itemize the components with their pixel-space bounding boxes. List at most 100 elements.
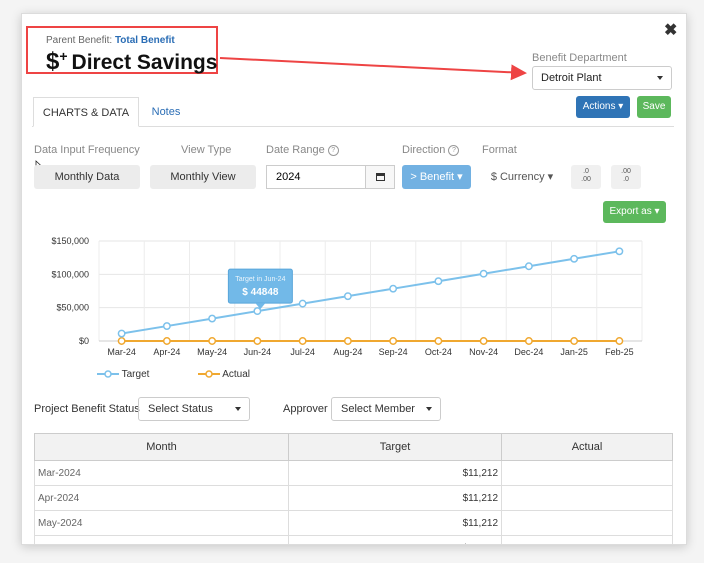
x-tick-label: Oct-24 bbox=[425, 347, 452, 357]
cell-actual[interactable] bbox=[501, 485, 673, 511]
project-status-label: Project Benefit Status bbox=[34, 403, 140, 415]
data-point-target bbox=[162, 322, 171, 331]
save-button[interactable]: Save bbox=[637, 96, 671, 118]
cell-target[interactable]: $11,212 bbox=[288, 485, 502, 511]
tab-charts-data[interactable]: CHARTS & DATA bbox=[33, 97, 139, 127]
project-status-select[interactable]: Select Status bbox=[138, 397, 250, 421]
data-point-actual bbox=[434, 337, 443, 345]
data-point-actual bbox=[298, 337, 307, 345]
line-chart: $0 $50,000 $100,000 $150,000 Mar-24 Apr-24 May… bbox=[51, 236, 643, 357]
data-input-frequency-button[interactable]: Monthly Data bbox=[34, 165, 140, 189]
cell-actual[interactable] bbox=[501, 535, 673, 544]
chevron-down-icon bbox=[235, 407, 241, 411]
chart-tooltip bbox=[227, 268, 293, 304]
chart-tooltip-value: $ 44848 bbox=[242, 287, 279, 298]
column-header-actual[interactable]: Actual bbox=[501, 433, 673, 461]
tabs-divider bbox=[32, 126, 674, 127]
increase-decimal-button[interactable]: .0 .00 bbox=[571, 165, 601, 189]
data-point-target bbox=[524, 262, 533, 271]
plus-icon: + bbox=[59, 48, 68, 64]
export-button[interactable]: Export as ▾ bbox=[603, 201, 666, 223]
view-type-label: View Type bbox=[181, 144, 232, 156]
parent-benefit-link[interactable]: Total Benefit bbox=[114, 35, 175, 46]
cell-month: Jun-2024 bbox=[34, 535, 289, 544]
legend-target[interactable]: Target bbox=[97, 369, 149, 380]
cell-target[interactable]: $11,212 bbox=[288, 460, 502, 486]
table-row: Mar-2024 $11,212 bbox=[34, 460, 673, 486]
y-tick-label: $0 bbox=[79, 336, 89, 346]
cell-month: Apr-2024 bbox=[34, 485, 289, 511]
tab-notes[interactable]: Notes bbox=[151, 106, 181, 118]
help-icon[interactable]: ? bbox=[448, 145, 460, 156]
cell-target[interactable]: $11,212 bbox=[288, 535, 502, 544]
data-point-target bbox=[117, 329, 126, 338]
department-value: Detroit Plant bbox=[541, 72, 602, 84]
page-title-text: Direct Savings bbox=[71, 51, 218, 74]
data-point-target bbox=[570, 254, 579, 263]
data-point-actual bbox=[479, 337, 488, 345]
department-select[interactable]: Detroit Plant bbox=[532, 66, 672, 90]
data-point-target bbox=[389, 284, 398, 293]
highlight-box bbox=[26, 26, 218, 74]
decrease-decimal-button[interactable]: .00 .0 bbox=[611, 165, 641, 189]
x-tick-label: Sep-24 bbox=[379, 347, 408, 357]
data-point-actual bbox=[615, 337, 624, 345]
data-point-actual bbox=[117, 337, 126, 345]
x-tick-label: Jun-24 bbox=[244, 347, 272, 357]
calendar-button[interactable] bbox=[365, 165, 395, 189]
data-point-actual bbox=[389, 337, 398, 345]
x-tick-label: Mar-24 bbox=[107, 347, 136, 357]
data-point-actual bbox=[253, 337, 262, 345]
date-range-input[interactable]: 2024 bbox=[266, 165, 366, 189]
arrow-annotation bbox=[219, 57, 527, 81]
approver-select[interactable]: Select Member bbox=[331, 397, 441, 421]
column-header-month[interactable]: Month bbox=[34, 433, 289, 461]
approver-label: Approver bbox=[283, 403, 328, 415]
data-point-actual bbox=[208, 337, 217, 345]
benefit-table: Month Target Actual Mar-2024 $11,212 Apr… bbox=[34, 433, 673, 544]
table-row: May-2024 $11,212 bbox=[34, 510, 673, 536]
close-icon[interactable]: ✖ bbox=[664, 22, 678, 39]
department-label: Benefit Department bbox=[532, 52, 627, 64]
table-row: Apr-2024 $11,212 bbox=[34, 485, 673, 511]
page-title: $+ Direct Savings bbox=[46, 48, 217, 76]
cell-actual[interactable] bbox=[501, 460, 673, 486]
x-tick-label: Nov-24 bbox=[469, 347, 498, 357]
y-tick-label: $50,000 bbox=[56, 303, 89, 313]
direction-label: Direction? bbox=[402, 144, 460, 156]
view-type-button[interactable]: Monthly View bbox=[150, 165, 256, 189]
column-header-target[interactable]: Target bbox=[288, 433, 502, 461]
parent-benefit-label: Parent Benefit: bbox=[46, 35, 113, 46]
data-point-target bbox=[343, 292, 352, 301]
x-tick-label: May-24 bbox=[197, 347, 227, 357]
data-point-target bbox=[253, 307, 262, 316]
data-point-target bbox=[434, 277, 443, 286]
x-tick-label: Dec-24 bbox=[514, 347, 543, 357]
format-label: Format bbox=[482, 144, 517, 156]
data-point-actual bbox=[343, 337, 352, 345]
data-point-actual bbox=[570, 337, 579, 345]
y-tick-label: $100,000 bbox=[51, 269, 89, 279]
help-icon[interactable]: ? bbox=[327, 145, 339, 156]
x-tick-label: Jan-25 bbox=[560, 347, 588, 357]
cell-actual[interactable] bbox=[501, 510, 673, 536]
date-range-label: Date Range? bbox=[266, 144, 339, 156]
x-tick-label: Apr-24 bbox=[153, 347, 180, 357]
decrease-decimal-icon: .00 .0 bbox=[621, 168, 631, 184]
table-row: Jun-2024 $11,212 bbox=[34, 535, 673, 544]
chevron-down-icon bbox=[426, 407, 432, 411]
legend-actual[interactable]: Actual bbox=[198, 369, 250, 380]
data-point-target bbox=[479, 269, 488, 278]
dollar-plus-icon: $ bbox=[46, 48, 60, 75]
direction-button[interactable]: > Benefit ▾ bbox=[402, 165, 471, 189]
actions-button[interactable]: Actions ▾ bbox=[576, 96, 630, 118]
chart-tooltip-pointer bbox=[255, 303, 266, 310]
data-point-actual bbox=[162, 337, 171, 345]
x-tick-label: Feb-25 bbox=[605, 347, 634, 357]
data-point-target bbox=[208, 314, 217, 323]
format-button[interactable]: $ Currency ▾ bbox=[490, 171, 554, 183]
x-tick-label: Jul-24 bbox=[290, 347, 315, 357]
data-point-target bbox=[298, 299, 307, 308]
cell-target[interactable]: $11,212 bbox=[288, 510, 502, 536]
legend-actual-label: Actual bbox=[222, 369, 251, 380]
